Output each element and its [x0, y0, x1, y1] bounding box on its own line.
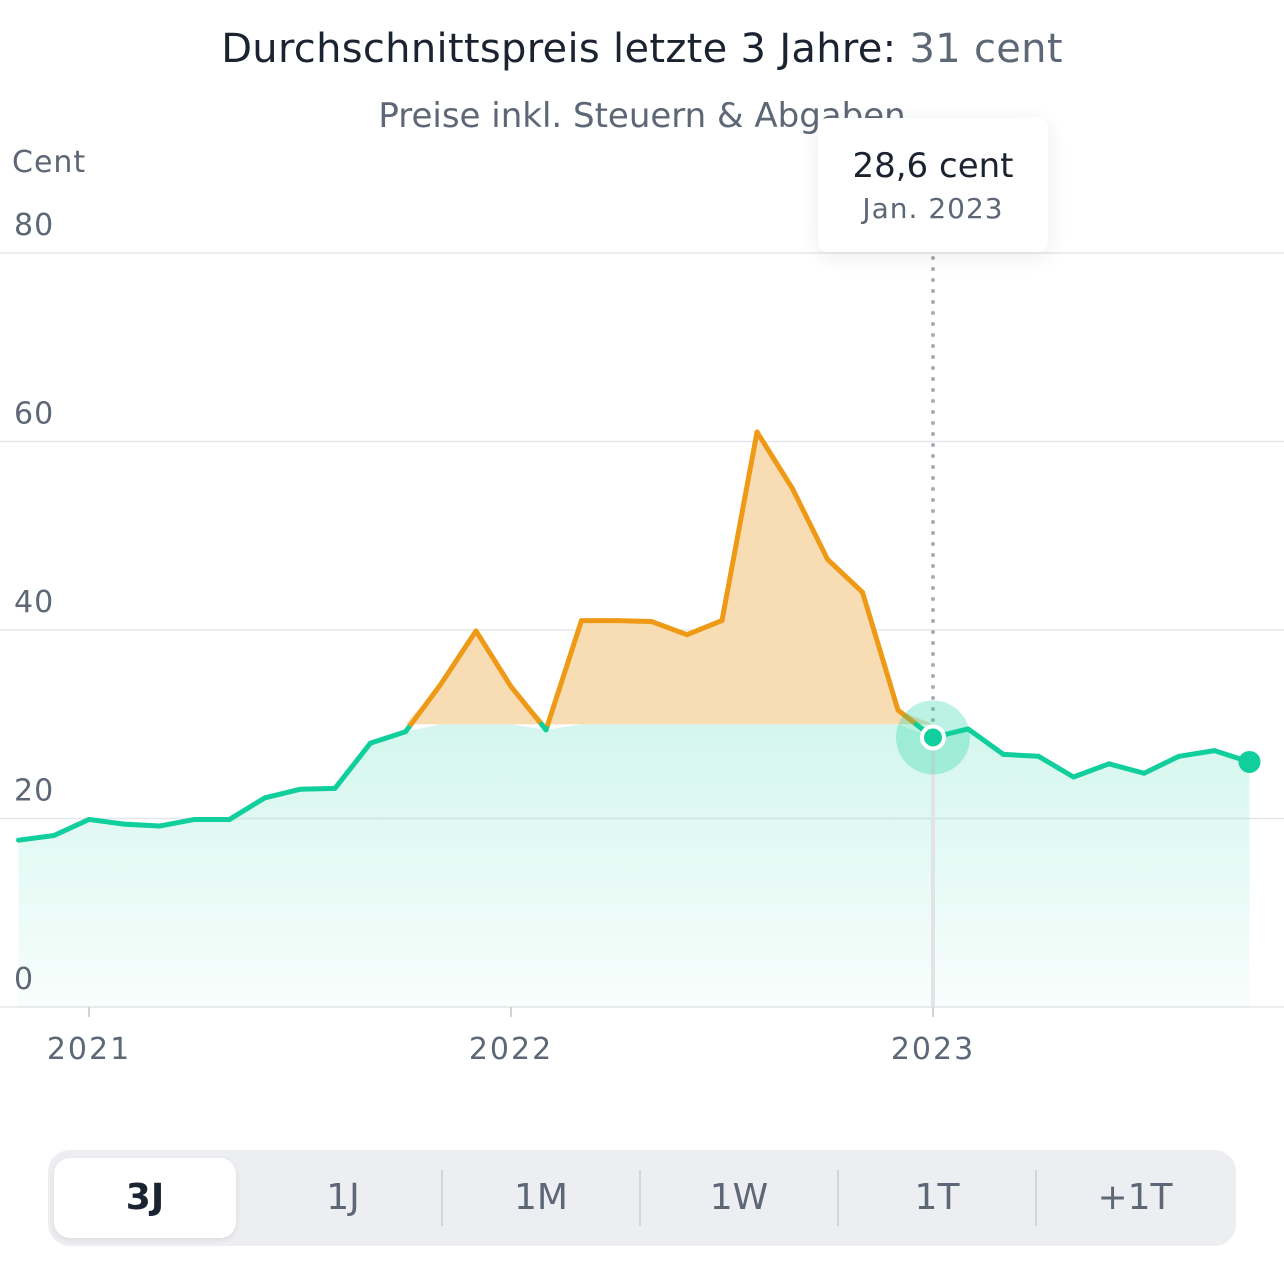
data-point [1068, 771, 1080, 783]
x-tick-label-2021: 2021 [47, 1032, 131, 1067]
tab-1j[interactable]: 1J [326, 1177, 360, 1218]
data-point [294, 783, 306, 795]
x-tick-label-2023: 2023 [891, 1032, 975, 1067]
y-tick-label-60: 60 [14, 397, 54, 432]
series-line-segment [754, 429, 795, 492]
data-point [48, 829, 60, 841]
data-point [400, 726, 412, 738]
series-line-segment [408, 682, 444, 727]
tab-separator [837, 1170, 839, 1226]
data-point [997, 748, 1009, 760]
data-point [716, 615, 728, 627]
data-point [786, 483, 798, 495]
series-line-segment [1000, 751, 1041, 759]
series-line-segment [1071, 761, 1112, 780]
tooltip-date: Jan. 2023 [862, 192, 1004, 225]
y-axis-title: Cent [12, 145, 86, 180]
data-point [1173, 750, 1185, 762]
chart-title-value: 31 cent [909, 26, 1063, 72]
series-line-segment [860, 589, 901, 713]
series-line-segment [332, 740, 373, 791]
series-line-segment [895, 707, 919, 727]
series-line-segment [438, 628, 479, 688]
highlight-point [920, 724, 946, 751]
y-tick-label-0: 0 [14, 962, 34, 997]
price-chart[interactable]: Cent 0 20 40 60 80 2021 2022 2023 [0, 0, 1284, 1100]
tab-separator [1035, 1170, 1037, 1226]
series-line-segment [16, 832, 57, 843]
y-tick-label-20: 20 [14, 774, 54, 809]
data-point [611, 615, 623, 627]
series-line-segment [1106, 761, 1147, 776]
data-point [329, 782, 341, 794]
series-line-segment [262, 786, 303, 801]
series-line-segment [473, 628, 514, 690]
series-line-segment [1036, 753, 1077, 780]
series-line-segment [684, 618, 725, 638]
tab-1w[interactable]: 1W [709, 1177, 769, 1218]
data-point [646, 616, 658, 628]
series-line-segment [1176, 748, 1217, 759]
data-point [1033, 750, 1045, 762]
data-point [1103, 758, 1115, 770]
data-point [1238, 750, 1261, 773]
series-line-segment [367, 729, 408, 746]
data-point [1138, 767, 1150, 779]
chart-tooltip: 28,6 cent Jan. 2023 [818, 118, 1048, 252]
series-line-segment [121, 821, 162, 829]
series-line-segment [789, 486, 830, 562]
data-point [505, 681, 517, 693]
data-point [364, 737, 376, 749]
chart-title-prefix: Durchschnittspreis letzte 3 Jahre: [221, 26, 897, 72]
series-line-segment [719, 429, 760, 624]
tab-separator [441, 1170, 443, 1226]
tab-3j[interactable]: 3J [54, 1158, 236, 1238]
series-line-segment [825, 556, 866, 595]
data-point [892, 704, 904, 716]
y-tick-label-40: 40 [14, 585, 54, 620]
data-point [470, 625, 482, 637]
series-line-segment [649, 619, 690, 638]
series-line-segment [51, 816, 92, 838]
data-point [224, 813, 236, 825]
data-point [540, 724, 552, 736]
data-point [575, 615, 587, 627]
data-point [153, 820, 165, 832]
data-point [118, 818, 130, 830]
chart-subtitle: Preise inkl. Steuern & Abgaben [378, 96, 906, 136]
green-area-fill [18, 724, 1250, 1007]
series-line-segment [965, 726, 1006, 757]
series-line-segment [227, 795, 268, 822]
data-point [13, 834, 25, 846]
orange-area-fill [18, 432, 1250, 725]
tab-1t[interactable]: 1T [914, 1177, 960, 1218]
data-point [83, 813, 95, 825]
timerange-selector: 3J 1J 1M 1W 1T +1T [48, 1150, 1236, 1246]
series-line-segment [156, 816, 197, 829]
data-point [822, 553, 834, 565]
series-line-segment [508, 684, 544, 727]
data-point [751, 426, 763, 438]
series-line-segment [545, 618, 584, 727]
y-tick-label-80: 80 [14, 208, 54, 243]
data-point [435, 679, 447, 691]
data-point [189, 813, 201, 825]
tab-plus-1t[interactable]: +1T [1097, 1177, 1173, 1218]
data-point [1208, 745, 1220, 757]
data-point [681, 629, 693, 641]
data-point [259, 792, 271, 804]
series-line-segment [1141, 753, 1182, 776]
chart-title: Durchschnittspreis letzte 3 Jahre: 31 ce… [0, 26, 1284, 72]
data-point [857, 586, 869, 598]
series-line-segment [297, 785, 338, 792]
x-tick-label-2022: 2022 [469, 1032, 553, 1067]
tab-1m[interactable]: 1M [514, 1177, 568, 1218]
series-line-segment [86, 816, 127, 827]
tab-separator [639, 1170, 641, 1226]
tooltip-value: 28,6 cent [852, 146, 1014, 186]
series-line-segment [614, 618, 655, 625]
